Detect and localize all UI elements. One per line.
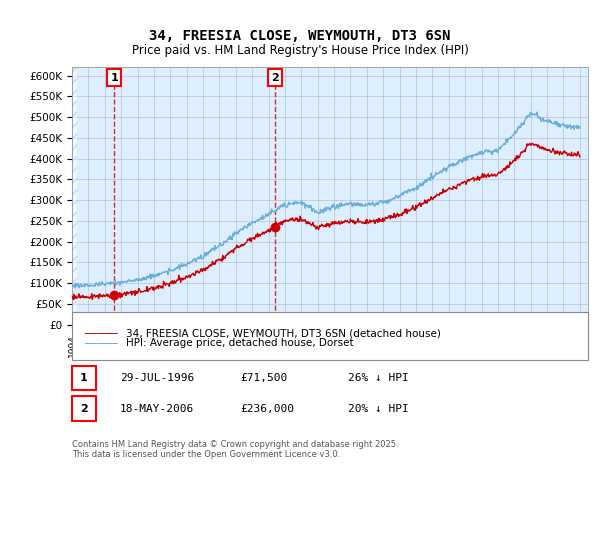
- Text: Contains HM Land Registry data © Crown copyright and database right 2025.
This d: Contains HM Land Registry data © Crown c…: [72, 440, 398, 459]
- Text: 20% ↓ HPI: 20% ↓ HPI: [348, 404, 409, 414]
- Text: 1: 1: [110, 72, 118, 82]
- Text: 26% ↓ HPI: 26% ↓ HPI: [348, 373, 409, 383]
- Text: HPI: Average price, detached house, Dorset: HPI: Average price, detached house, Dors…: [126, 338, 353, 348]
- Text: 1: 1: [80, 373, 88, 383]
- Text: £236,000: £236,000: [240, 404, 294, 414]
- Text: ─────: ─────: [84, 338, 118, 348]
- Text: ─────: ─────: [84, 328, 118, 338]
- Bar: [72, 67, 77, 325]
- Text: 18-MAY-2006: 18-MAY-2006: [120, 404, 194, 414]
- Text: £71,500: £71,500: [240, 373, 287, 383]
- Text: 2: 2: [80, 404, 88, 414]
- Text: 2: 2: [271, 72, 278, 82]
- Text: 34, FREESIA CLOSE, WEYMOUTH, DT3 6SN (detached house): 34, FREESIA CLOSE, WEYMOUTH, DT3 6SN (de…: [126, 328, 441, 338]
- Text: 34, FREESIA CLOSE, WEYMOUTH, DT3 6SN: 34, FREESIA CLOSE, WEYMOUTH, DT3 6SN: [149, 29, 451, 44]
- Text: Price paid vs. HM Land Registry's House Price Index (HPI): Price paid vs. HM Land Registry's House …: [131, 44, 469, 57]
- Text: 29-JUL-1996: 29-JUL-1996: [120, 373, 194, 383]
